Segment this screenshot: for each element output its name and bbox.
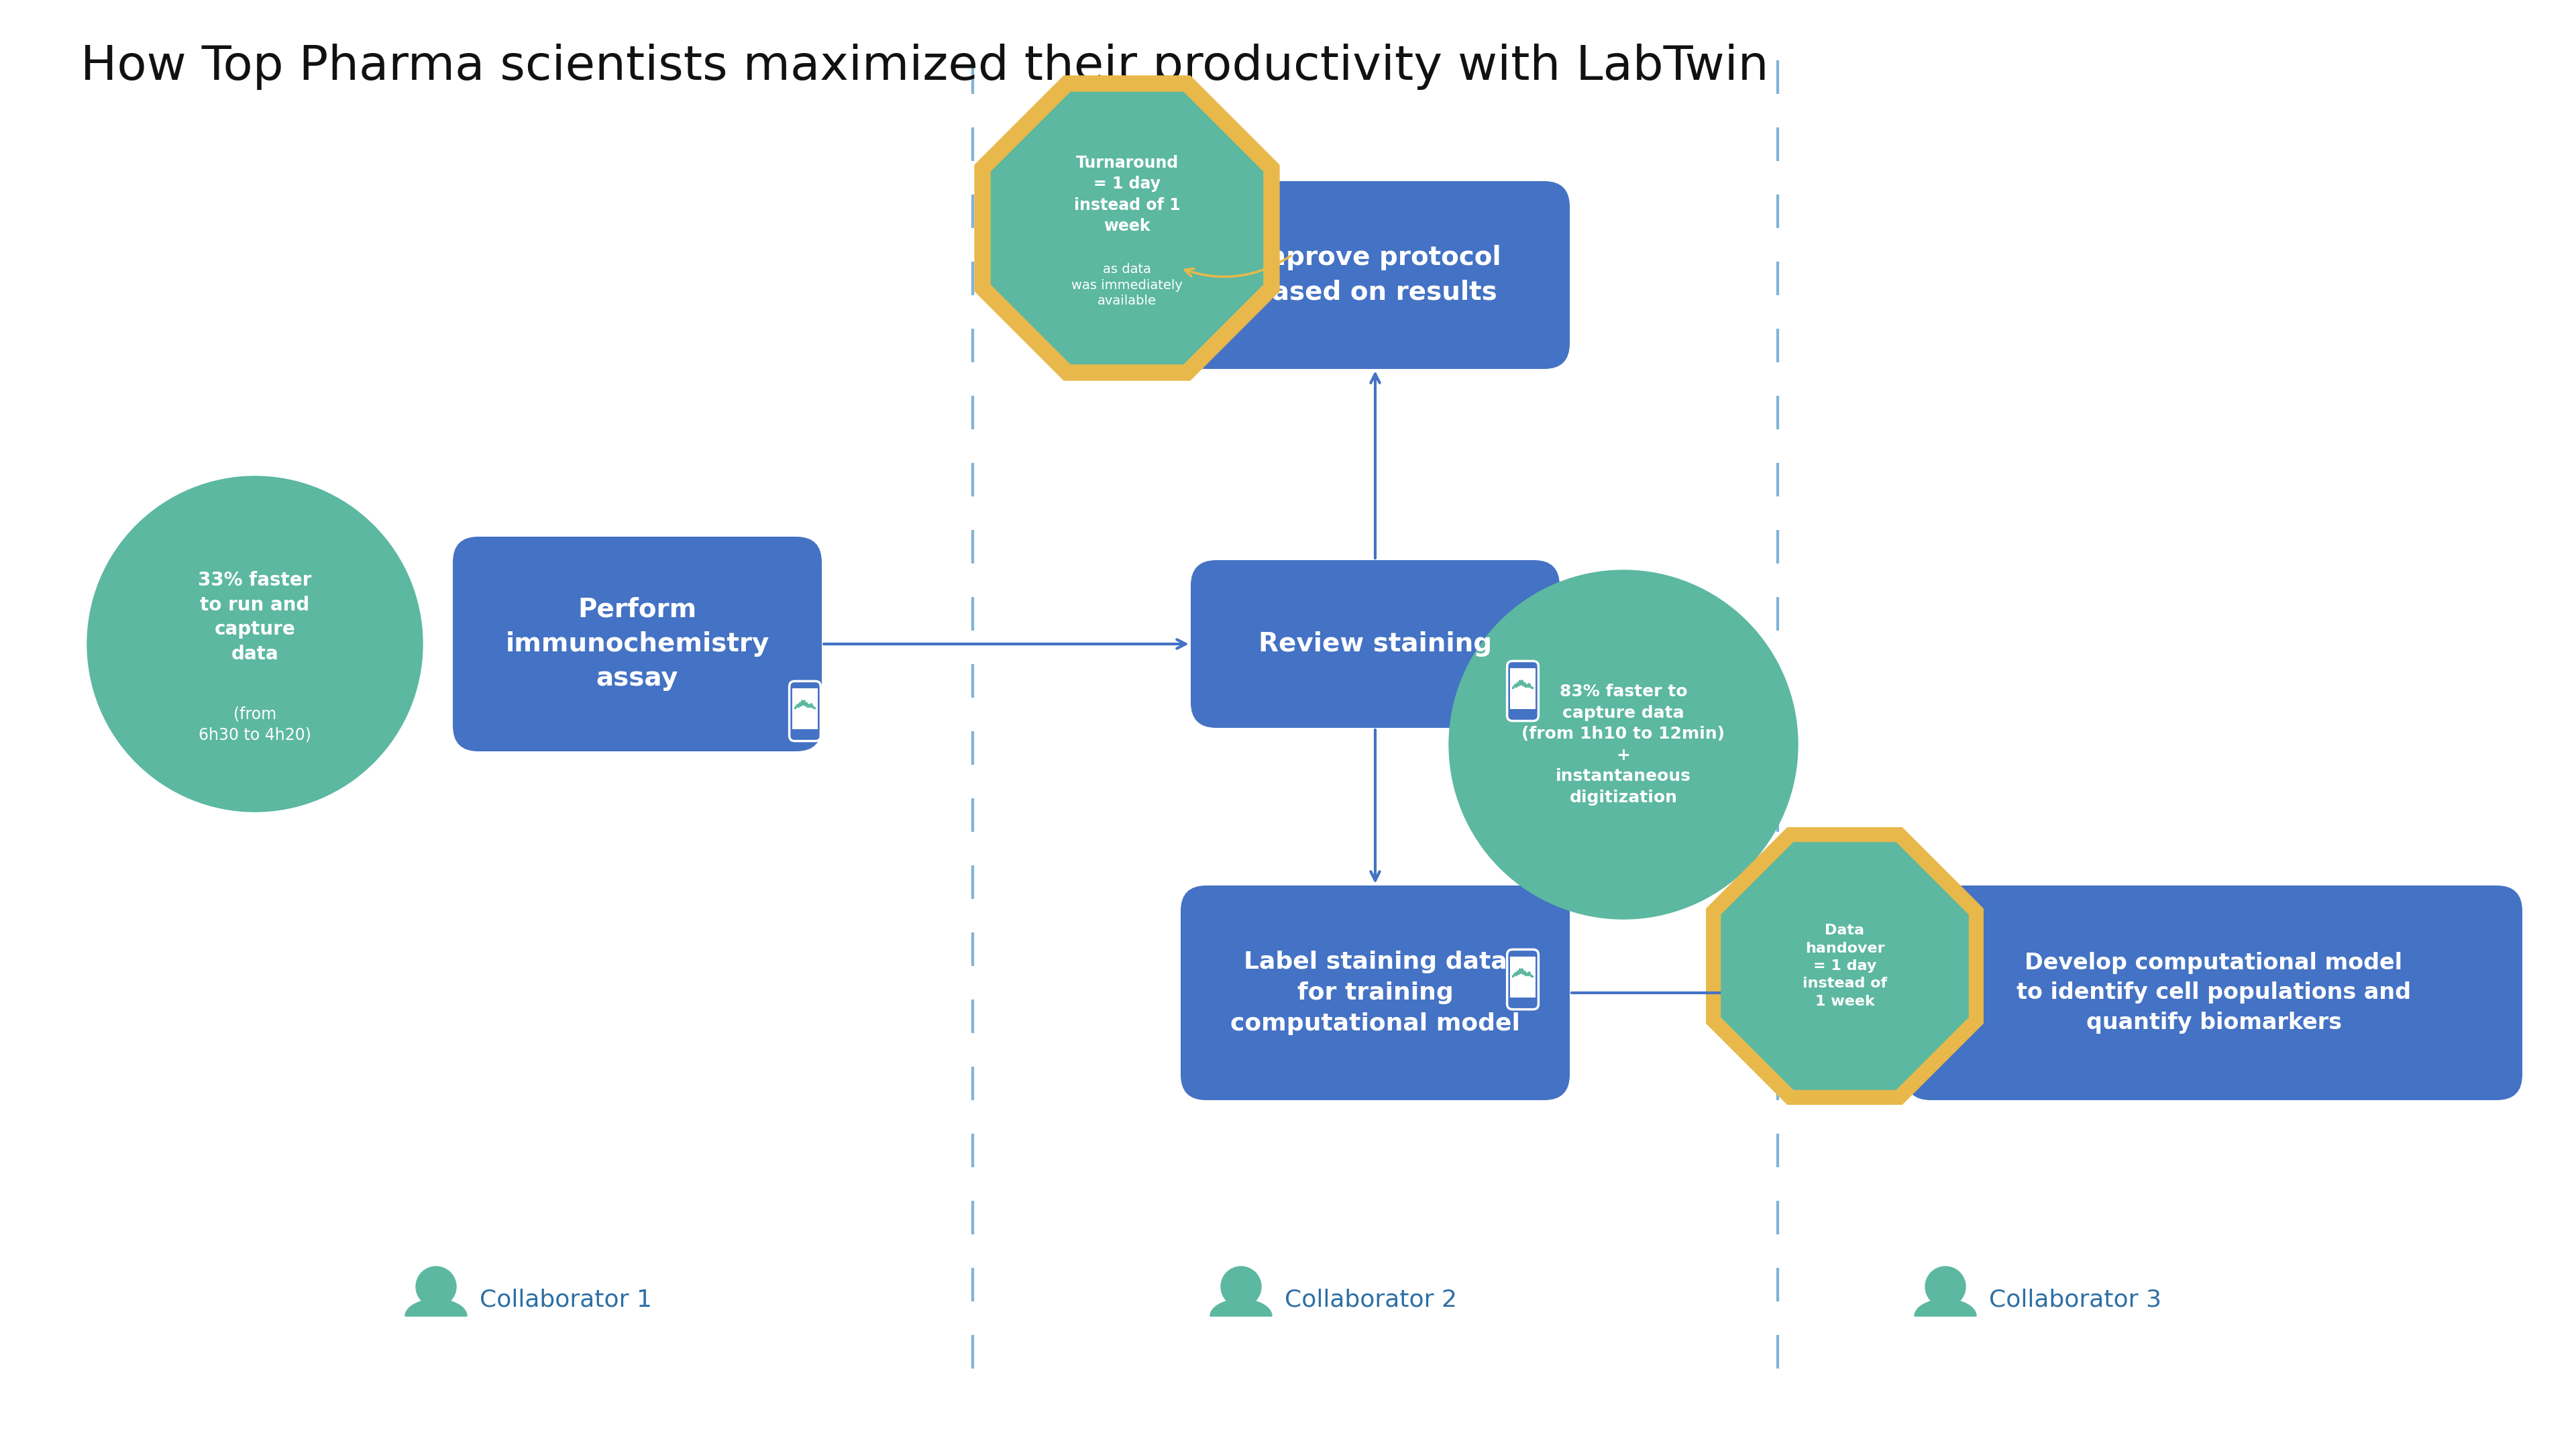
Text: Improve protocol
based on results: Improve protocol based on results bbox=[1249, 245, 1502, 306]
Text: Perform
immunochemistry
assay: Perform immunochemistry assay bbox=[505, 597, 770, 691]
FancyBboxPatch shape bbox=[1507, 949, 1538, 1010]
FancyBboxPatch shape bbox=[1510, 956, 1535, 997]
Polygon shape bbox=[404, 1300, 466, 1316]
FancyBboxPatch shape bbox=[1180, 885, 1569, 1100]
Text: Turnaround
= 1 day
instead of 1
week: Turnaround = 1 day instead of 1 week bbox=[1074, 155, 1180, 235]
Text: Collaborator 3: Collaborator 3 bbox=[1989, 1288, 2161, 1311]
Text: as data
was immediately
available: as data was immediately available bbox=[1072, 262, 1182, 307]
FancyBboxPatch shape bbox=[793, 688, 817, 729]
Circle shape bbox=[1221, 1266, 1262, 1307]
Text: Data
handover
= 1 day
instead of
1 week: Data handover = 1 day instead of 1 week bbox=[1803, 924, 1888, 1009]
Text: Collaborator 2: Collaborator 2 bbox=[1285, 1288, 1458, 1311]
Polygon shape bbox=[1721, 842, 1968, 1090]
Text: Review staining: Review staining bbox=[1260, 632, 1492, 656]
Polygon shape bbox=[1211, 1300, 1273, 1316]
Text: Develop computational model
to identify cell populations and
quantify biomarkers: Develop computational model to identify … bbox=[2017, 952, 2411, 1035]
FancyBboxPatch shape bbox=[788, 681, 822, 740]
FancyBboxPatch shape bbox=[1906, 885, 2522, 1100]
Text: Label staining data
for training
computational model: Label staining data for training computa… bbox=[1231, 951, 1520, 1035]
Circle shape bbox=[415, 1266, 456, 1307]
FancyBboxPatch shape bbox=[1190, 561, 1558, 727]
Text: 33% faster
to run and
capture
data: 33% faster to run and capture data bbox=[198, 571, 312, 664]
Circle shape bbox=[1448, 571, 1798, 919]
Polygon shape bbox=[974, 75, 1280, 381]
FancyBboxPatch shape bbox=[1180, 181, 1569, 369]
Polygon shape bbox=[1705, 827, 1984, 1104]
Polygon shape bbox=[992, 91, 1262, 365]
Text: (from
6h30 to 4h20): (from 6h30 to 4h20) bbox=[198, 706, 312, 743]
FancyBboxPatch shape bbox=[1510, 668, 1535, 709]
Text: 83% faster to
capture data
(from 1h10 to 12min)
+
instantaneous
digitization: 83% faster to capture data (from 1h10 to… bbox=[1522, 684, 1726, 806]
FancyBboxPatch shape bbox=[453, 536, 822, 752]
Text: Collaborator 1: Collaborator 1 bbox=[479, 1288, 652, 1311]
Circle shape bbox=[1924, 1266, 1965, 1307]
Circle shape bbox=[88, 477, 422, 811]
FancyBboxPatch shape bbox=[1507, 661, 1538, 722]
Polygon shape bbox=[1914, 1300, 1976, 1316]
Text: How Top Pharma scientists maximized their productivity with LabTwin: How Top Pharma scientists maximized thei… bbox=[80, 43, 1770, 90]
